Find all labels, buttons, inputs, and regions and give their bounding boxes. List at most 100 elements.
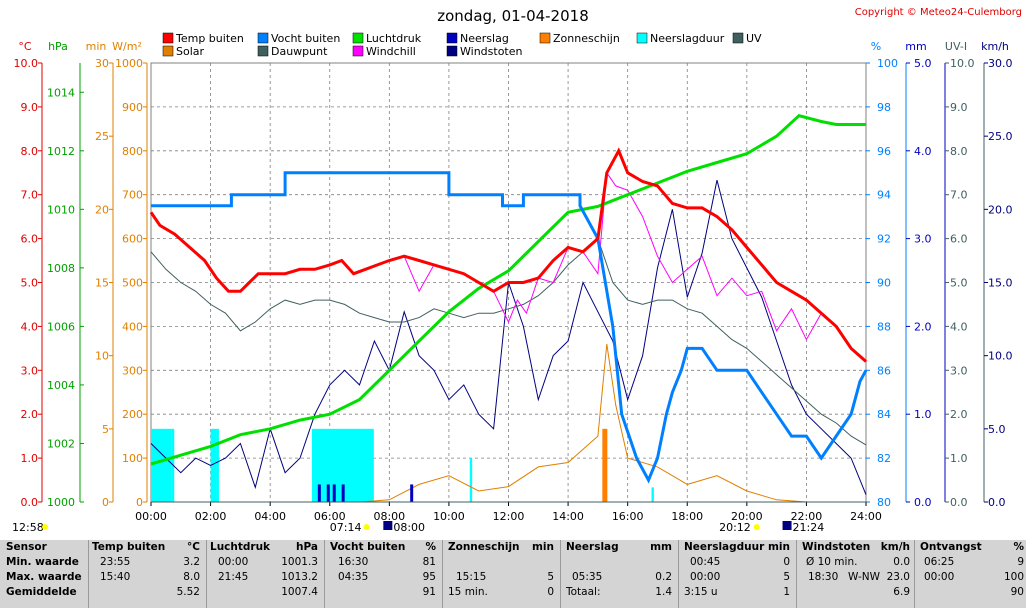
stats-vocht-min-time: 16:30 bbox=[338, 556, 369, 568]
dauwpunt-line bbox=[150, 237, 867, 446]
dusk-label: 21:24 bbox=[793, 521, 825, 534]
stats-zon-max: 5 bbox=[547, 571, 554, 583]
stats-wind-max-time: 18:30 bbox=[808, 571, 839, 583]
neerslag-bar bbox=[341, 484, 345, 502]
druk-tick-label: 1010 bbox=[47, 203, 75, 216]
stats-col-druk: Luchtdruk hPa 00:00 1001.3 21:45 1013.2 100… bbox=[210, 540, 320, 608]
stats-druk-unit: hPa bbox=[296, 541, 318, 553]
stats-col-temp: Temp buiten °C 23:55 3.2 15:40 8.0 5.52 bbox=[92, 540, 202, 608]
neerslag-bar bbox=[317, 484, 321, 502]
legend-label: Zonneschijn bbox=[553, 32, 620, 45]
weather-chart: zondag, 01-04-2018 Copyright © Meteo24-Cu… bbox=[12, 7, 1022, 534]
stats-temp-min: 3.2 bbox=[183, 556, 200, 568]
legend-label: Temp buiten bbox=[175, 32, 244, 45]
stats-wind-avg: 6.9 bbox=[893, 586, 910, 598]
mm-tick-label: 1.0 bbox=[914, 408, 932, 421]
stats-nduur-max: 5 bbox=[783, 571, 790, 583]
day-length-label: 12:58 bbox=[12, 521, 44, 534]
vocht-tick-label: 96 bbox=[877, 145, 891, 158]
sunrise-icon bbox=[363, 524, 370, 530]
stats-ontv-header: Ontvangst bbox=[920, 541, 982, 553]
solar-tick-label: 300 bbox=[122, 364, 143, 377]
stats-wind-unit: km/h bbox=[880, 541, 910, 553]
stats-temp-avg: 5.52 bbox=[176, 586, 200, 598]
stats-neerslag-max-time: 05:35 bbox=[572, 571, 603, 583]
time-tick-label: 02:00 bbox=[195, 510, 227, 523]
time-tick-label: 10:00 bbox=[433, 510, 465, 523]
solar-tick-label: 200 bbox=[122, 408, 143, 421]
temp-tick-label: 4.0 bbox=[21, 320, 39, 333]
stats-temp-min-time: 23:55 bbox=[100, 556, 131, 568]
stats-zon-avg-label: 15 min. bbox=[448, 586, 488, 598]
neerslagduur-bar bbox=[151, 428, 172, 502]
temp-tick-label: 10.0 bbox=[14, 57, 39, 70]
legend-swatch bbox=[446, 32, 458, 44]
stats-druk-avg: 1007.4 bbox=[281, 586, 318, 598]
uv-tick-label: 0.0 bbox=[950, 496, 968, 509]
temp-tick-label: 7.0 bbox=[21, 189, 39, 202]
stats-temp-header: Temp buiten bbox=[92, 541, 166, 553]
legend-swatch bbox=[352, 32, 364, 44]
stats-druk-min-time: 00:00 bbox=[218, 556, 249, 568]
min-tick-label: 30 bbox=[95, 57, 109, 70]
legend-swatch bbox=[162, 32, 174, 44]
temp-tick-label: 6.0 bbox=[21, 233, 39, 246]
legend-label: UV bbox=[746, 32, 762, 45]
uv-tick-label: 1.0 bbox=[950, 452, 968, 465]
temp-tick-label: 0.0 bbox=[21, 496, 39, 509]
stats-divider bbox=[324, 540, 325, 608]
axis-unit-vocht: % bbox=[871, 40, 881, 53]
vocht-tick-label: 88 bbox=[877, 320, 891, 333]
solar-tick-label: 800 bbox=[122, 145, 143, 158]
time-tick-label: 20:00 bbox=[731, 510, 763, 523]
uv-tick-label: 10.0 bbox=[950, 57, 975, 70]
stats-wind-min-label: Ø 10 min. bbox=[806, 556, 858, 568]
uv-tick-label: 2.0 bbox=[950, 408, 968, 421]
legend-swatch bbox=[636, 32, 648, 44]
vocht-tick-label: 86 bbox=[877, 364, 891, 377]
neerslag-bar bbox=[332, 484, 336, 502]
min-tick-label: 15 bbox=[95, 277, 109, 290]
stats-divider bbox=[88, 540, 89, 608]
stats-col-vocht: Vocht buiten% 16:30 81 04:35 95 91 bbox=[330, 540, 438, 608]
stats-label-avg: Gemiddelde bbox=[6, 586, 77, 598]
time-tick-label: 00:00 bbox=[135, 510, 167, 523]
stats-druk-header: Luchtdruk bbox=[210, 541, 271, 553]
mm-tick-label: 5.0 bbox=[914, 57, 932, 70]
stats-druk-max-time: 21:45 bbox=[218, 571, 249, 583]
stats-vocht-min: 81 bbox=[422, 556, 436, 568]
vocht-tick-label: 92 bbox=[877, 233, 891, 246]
time-tick-label: 08:00 bbox=[373, 510, 405, 523]
stats-col-neerslag: Neerslag mm 05:35 0.2 Totaal: 1.4 bbox=[566, 540, 674, 608]
druk-tick-label: 1006 bbox=[47, 320, 75, 333]
uv-tick-label: 8.0 bbox=[950, 145, 968, 158]
solar-tick-label: 900 bbox=[122, 101, 143, 114]
stats-label-min: Min. waarde bbox=[6, 556, 79, 568]
legend-label: Neerslagduur bbox=[650, 32, 725, 45]
legend-label: Luchtdruk bbox=[366, 32, 422, 45]
zonneschijn-bar bbox=[602, 428, 608, 502]
min-tick-label: 0 bbox=[102, 496, 109, 509]
stats-divider bbox=[796, 540, 797, 608]
axis-unit-mm: mm bbox=[905, 40, 926, 53]
legend-label: Neerslag bbox=[460, 32, 509, 45]
uv-tick-label: 5.0 bbox=[950, 277, 968, 290]
sun-icon bbox=[42, 524, 48, 530]
druk-tick-label: 1000 bbox=[47, 496, 75, 509]
statistics-table: Sensor Min. waarde Max. waarde Gemiddeld… bbox=[0, 540, 1026, 608]
legend-swatch bbox=[539, 32, 551, 44]
stats-wind-header: Windstoten bbox=[802, 541, 871, 553]
stats-label-sensor: Sensor bbox=[6, 541, 47, 553]
solar-tick-label: 600 bbox=[122, 233, 143, 246]
stats-wind-min: 0.0 bbox=[893, 556, 910, 568]
stats-neerslag-header: Neerslag bbox=[566, 541, 619, 553]
axis-unit-uv: UV-I bbox=[945, 40, 967, 53]
temp-tick-label: 9.0 bbox=[21, 101, 39, 114]
solar-tick-label: 0 bbox=[136, 496, 143, 509]
axis-unit-min: min bbox=[86, 40, 107, 53]
time-tick-label: 04:00 bbox=[254, 510, 286, 523]
time-tick-label: 06:00 bbox=[314, 510, 346, 523]
stats-nduur-avg: 1 bbox=[783, 586, 790, 598]
legend-label: Solar bbox=[176, 45, 205, 58]
stats-ontv-min-time: 06:25 bbox=[924, 556, 955, 568]
